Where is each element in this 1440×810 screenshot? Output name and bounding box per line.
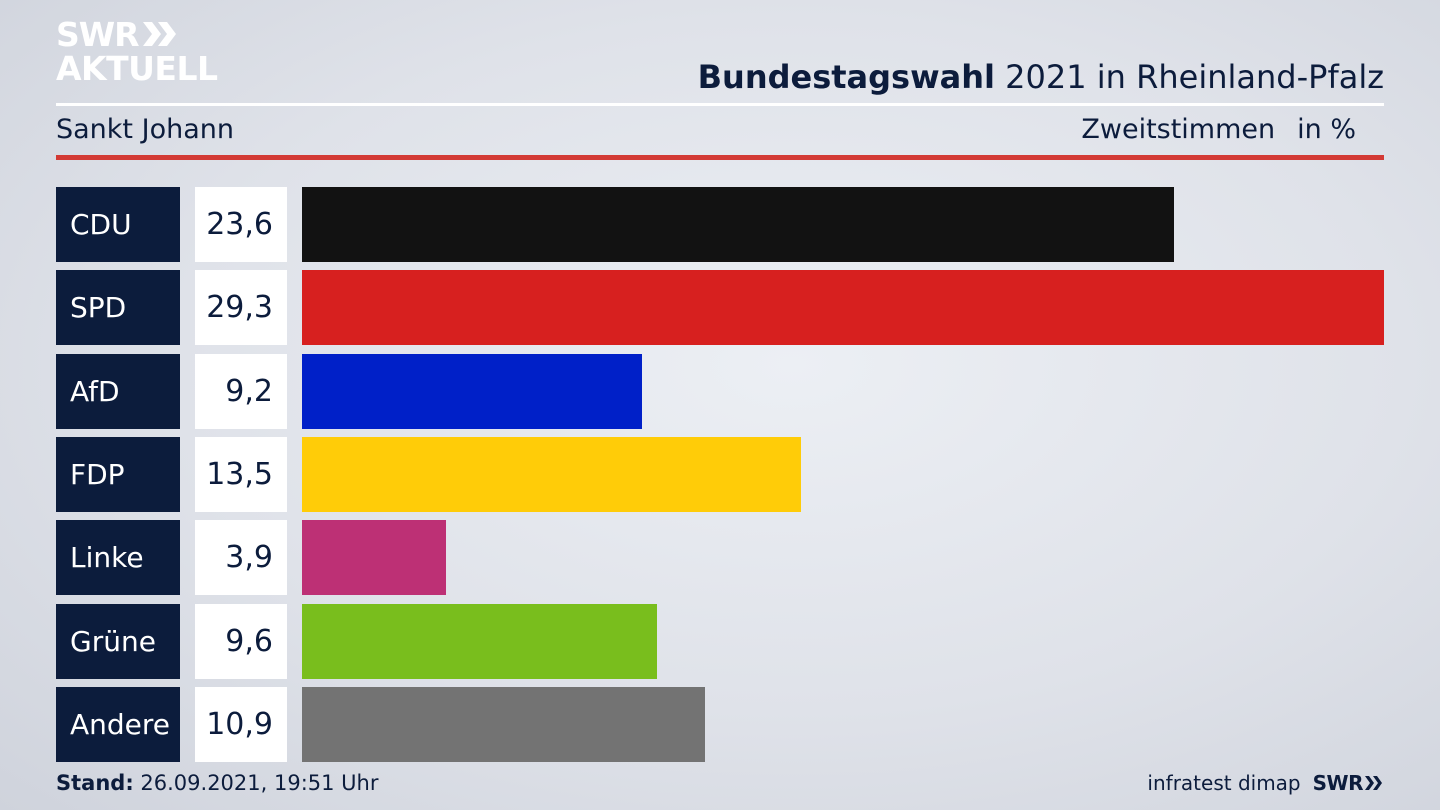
bar-afd [302,354,642,429]
bar-row-andere: Andere 10,9 [56,687,1384,762]
value-label: 9,6 [195,604,287,679]
value-label: 10,9 [195,687,287,762]
bar-row-afd: AfD 9,2 [56,354,1384,429]
stand-label: Stand: [56,771,134,795]
page-title: Bundestagswahl 2021 in Rheinland-Pfalz [698,58,1384,96]
bar-row-cdu: CDU 23,6 [56,187,1384,262]
party-label: CDU [56,187,180,262]
value-label: 13,5 [195,437,287,512]
bar-chart: CDU 23,6 SPD 29,3 AfD 9,2 FDP 13,5 Linke 3,9 Grüne… [56,187,1384,762]
logo-aktuell-text: AKTUELL [56,49,218,88]
bar-andere [302,687,705,762]
party-label: FDP [56,437,180,512]
header-divider [56,103,1384,106]
logo-swr-text: SWR [56,14,140,54]
party-label: Andere [56,687,180,762]
swr-aktuell-logo: SWR AKTUELL [56,14,218,88]
footer-chevron-icon [1365,776,1382,790]
measure-label: Zweitstimmen in % [1081,114,1356,145]
double-chevron-icon [142,22,176,46]
party-label: Linke [56,520,180,595]
unit-text: in % [1297,114,1356,145]
party-label: AfD [56,354,180,429]
value-label: 23,6 [195,187,287,262]
value-label: 3,9 [195,520,287,595]
value-label: 9,2 [195,354,287,429]
title-rest: 2021 in Rheinland-Pfalz [995,58,1384,96]
bar-cdu [302,187,1174,262]
party-label: SPD [56,270,180,345]
timestamp: Stand: 26.09.2021, 19:51 Uhr [56,771,379,795]
location-label: Sankt Johann [56,114,234,145]
bar-spd [302,270,1384,345]
title-bold: Bundestagswahl [697,58,995,96]
value-label: 29,3 [195,270,287,345]
party-label: Grüne [56,604,180,679]
accent-divider [56,155,1384,160]
bar-row-spd: SPD 29,3 [56,270,1384,345]
source-text: infratest dimap [1147,771,1301,795]
footer-swr-logo: SWR [1313,771,1384,795]
bar-grüne [302,604,657,679]
bar-fdp [302,437,801,512]
source-credits: infratest dimap SWR [1147,771,1384,795]
bar-row-linke: Linke 3,9 [56,520,1384,595]
bar-row-fdp: FDP 13,5 [56,437,1384,512]
stand-value: 26.09.2021, 19:51 Uhr [133,771,379,795]
bar-row-grüne: Grüne 9,6 [56,604,1384,679]
measure-text: Zweitstimmen [1081,114,1276,145]
footer-swr-text: SWR [1312,771,1364,795]
bar-linke [302,520,446,595]
